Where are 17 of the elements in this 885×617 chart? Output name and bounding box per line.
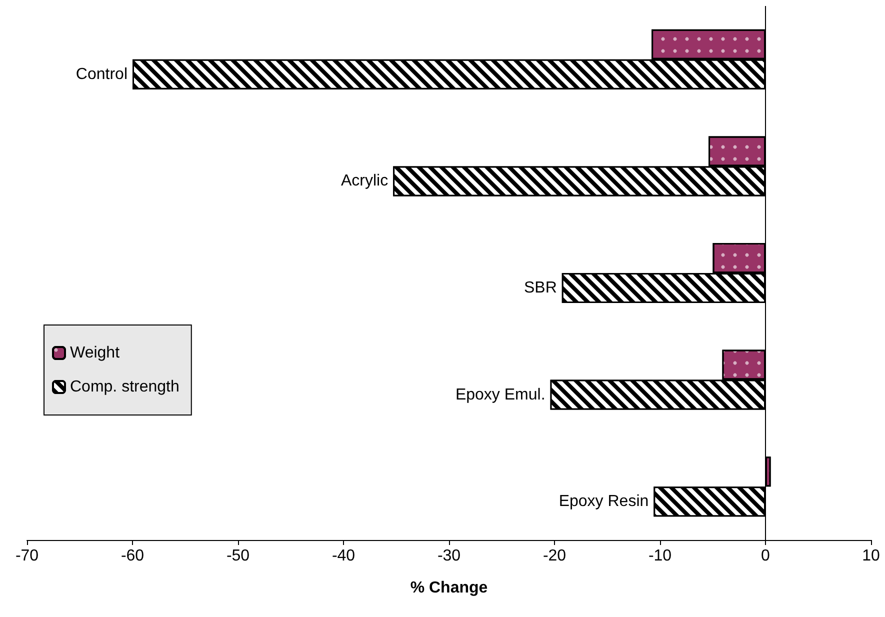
x-tick-label: -60 [120,548,144,564]
y-tick-label: Epoxy Resin [558,493,649,510]
legend-label: Comp. strength [70,378,180,396]
x-tick-label: 0 [761,548,770,564]
y-tick-label: Acrylic [340,172,388,190]
x-tick-label: -10 [648,548,672,564]
x-tick-label: -40 [332,548,356,564]
x-tick-label: -30 [437,548,461,564]
x-tick-label: -20 [542,548,566,564]
x-tick-label: -50 [226,548,250,564]
y-tick-label: Epoxy Emul. [455,386,546,404]
y-tick-label: SBR [524,280,557,296]
x-tick-label: -70 [15,548,39,564]
x-tick-label: 10 [862,548,880,564]
legend-label: Weight [70,344,120,362]
x-axis-title: % Change [410,580,488,596]
y-tick-label: Control [76,66,128,83]
